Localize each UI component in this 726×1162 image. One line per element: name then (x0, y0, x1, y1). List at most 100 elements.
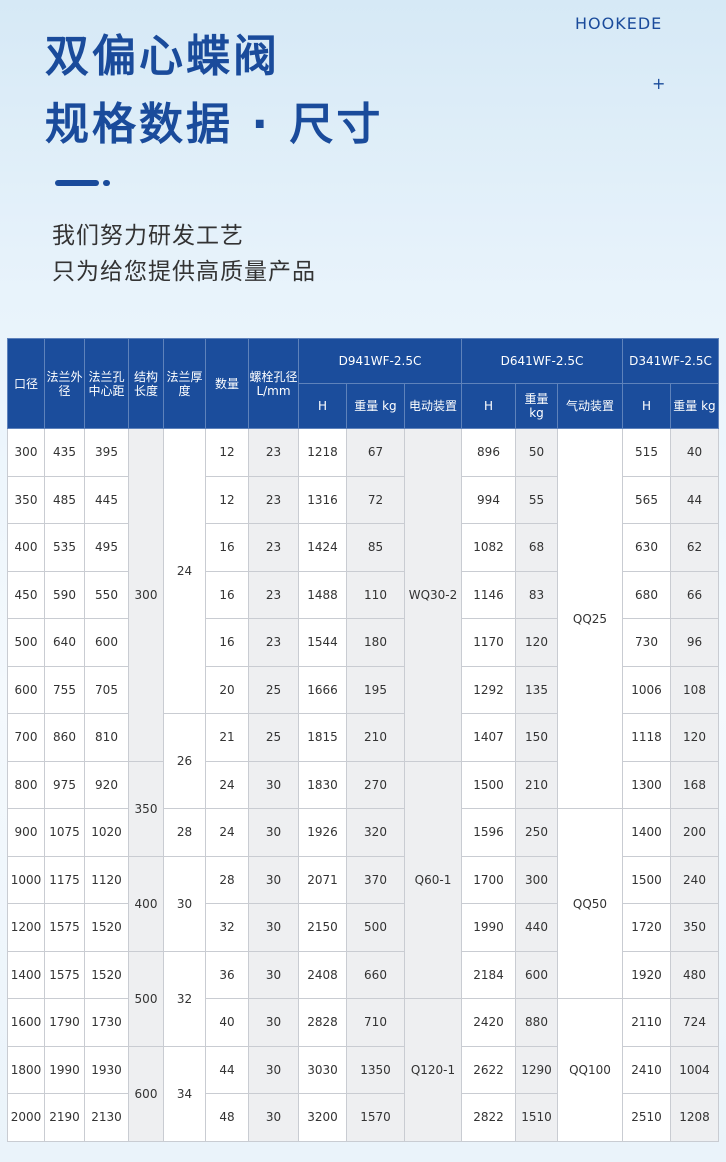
cell: 200 (670, 808, 719, 857)
cell: 320 (346, 808, 405, 857)
cell: 445 (84, 475, 129, 524)
cell: 1596 (461, 808, 516, 857)
cell: 1208 (670, 1093, 719, 1142)
cell: 730 (622, 618, 671, 667)
cell: 350 (670, 903, 719, 952)
cell: 180 (346, 618, 405, 667)
brand: HOOKEDE (575, 14, 663, 33)
cell: 370 (346, 855, 405, 904)
cell: 40 (670, 428, 719, 477)
cell: 12 (205, 428, 249, 477)
cell: 168 (670, 760, 719, 809)
sub-header: 重量 kg (515, 383, 558, 429)
cell: 30 (248, 903, 299, 952)
cell: 515 (622, 428, 671, 477)
cell: 1082 (461, 523, 516, 572)
merged-cell: 24 (163, 428, 206, 714)
cell: 2822 (461, 1093, 516, 1142)
cell: 860 (44, 713, 85, 762)
sub-header: H (622, 383, 671, 429)
cell: 23 (248, 570, 299, 619)
cell: 16 (205, 570, 249, 619)
merged-cell: QQ100 (557, 998, 623, 1142)
cell: 896 (461, 428, 516, 477)
cell: 1666 (298, 665, 347, 714)
table-row: 400 535 495 16 23 1424 85 1082 68 630 62 (7, 523, 719, 572)
cell: 23 (248, 618, 299, 667)
column-header: 口径 (7, 338, 45, 429)
cell: 21 (205, 713, 249, 762)
cell: 85 (346, 523, 405, 572)
cell: 1350 (346, 1045, 405, 1094)
cell: 1720 (622, 903, 671, 952)
cell: 994 (461, 475, 516, 524)
cell: 2110 (622, 998, 671, 1047)
cell: 2150 (298, 903, 347, 952)
cell: 2828 (298, 998, 347, 1047)
cell: 24 (205, 808, 249, 857)
cell: 2000 (7, 1093, 45, 1142)
cell: 880 (515, 998, 558, 1047)
cell: 440 (515, 903, 558, 952)
column-header: 结构长度 (128, 338, 164, 429)
cell: 800 (7, 760, 45, 809)
accent-dot (103, 180, 110, 186)
cell: 1790 (44, 998, 85, 1047)
cell: 1920 (622, 950, 671, 999)
cell: 23 (248, 475, 299, 524)
merged-cell: QQ50 (557, 808, 623, 999)
merged-cell: 350 (128, 760, 164, 857)
cell: 30 (248, 950, 299, 999)
cell: 44 (205, 1045, 249, 1094)
cell: 3030 (298, 1045, 347, 1094)
merged-cell: WQ30-2 (404, 428, 462, 762)
table-row: 700 860 810 26 21 25 1815 210 1407 150 1118 120 (7, 713, 719, 809)
column-header: 数量 (205, 338, 249, 429)
cell: 2184 (461, 950, 516, 999)
cell: 32 (205, 903, 249, 952)
cell: 395 (84, 428, 129, 477)
column-header: 法兰厚度 (163, 338, 206, 429)
spec-table: 口径 法兰外径 法兰孔中心距 结构长度 法兰厚度 数量 螺栓孔径 L/mm D9… (7, 338, 719, 1142)
cell: 810 (84, 713, 129, 762)
cell: 1544 (298, 618, 347, 667)
column-header: 法兰外径 (44, 338, 85, 429)
cell: 30 (248, 760, 299, 809)
cell: 30 (248, 1093, 299, 1142)
cell: 600 (515, 950, 558, 999)
sub-header: H (298, 383, 347, 429)
table-row: 350 485 445 12 23 1316 72 994 55 565 44 (7, 475, 719, 524)
cell: 350 (7, 475, 45, 524)
cell: 2410 (622, 1045, 671, 1094)
cell: 24 (205, 760, 249, 809)
cell: 1316 (298, 475, 347, 524)
title: 双偏心蝶阀 (45, 31, 280, 82)
accent-bar (55, 180, 99, 186)
cell: 135 (515, 665, 558, 714)
cell: 120 (515, 618, 558, 667)
subtitle: 我们努力研发工艺 (52, 223, 244, 249)
cell: 1570 (346, 1093, 405, 1142)
cell: 1500 (622, 855, 671, 904)
merged-cell: 400 (128, 855, 164, 952)
cell: 120 (670, 713, 719, 762)
cell: 590 (44, 570, 85, 619)
cell: 1400 (622, 808, 671, 857)
cell: 2510 (622, 1093, 671, 1142)
cell: 110 (346, 570, 405, 619)
cell: 1424 (298, 523, 347, 572)
cell: 2190 (44, 1093, 85, 1142)
table-row: 600 755 705 20 25 1666 195 1292 135 1006 108 (7, 665, 719, 714)
cell: 240 (670, 855, 719, 904)
subtitle: 只为给您提供高质量产品 (52, 259, 316, 285)
cell: 724 (670, 998, 719, 1047)
cell: 30 (248, 855, 299, 904)
table-row: 500 640 600 16 23 1544 180 1170 120 730 96 (7, 618, 719, 667)
cell: 2130 (84, 1093, 129, 1142)
cell: 1400 (7, 950, 45, 999)
cell: 2420 (461, 998, 516, 1047)
table-row: 1400 1575 1520 500 32 36 30 2408 660 2184 600 1920 4… (7, 950, 719, 1047)
cell: 1200 (7, 903, 45, 952)
cell: 68 (515, 523, 558, 572)
cell: 1000 (7, 855, 45, 904)
